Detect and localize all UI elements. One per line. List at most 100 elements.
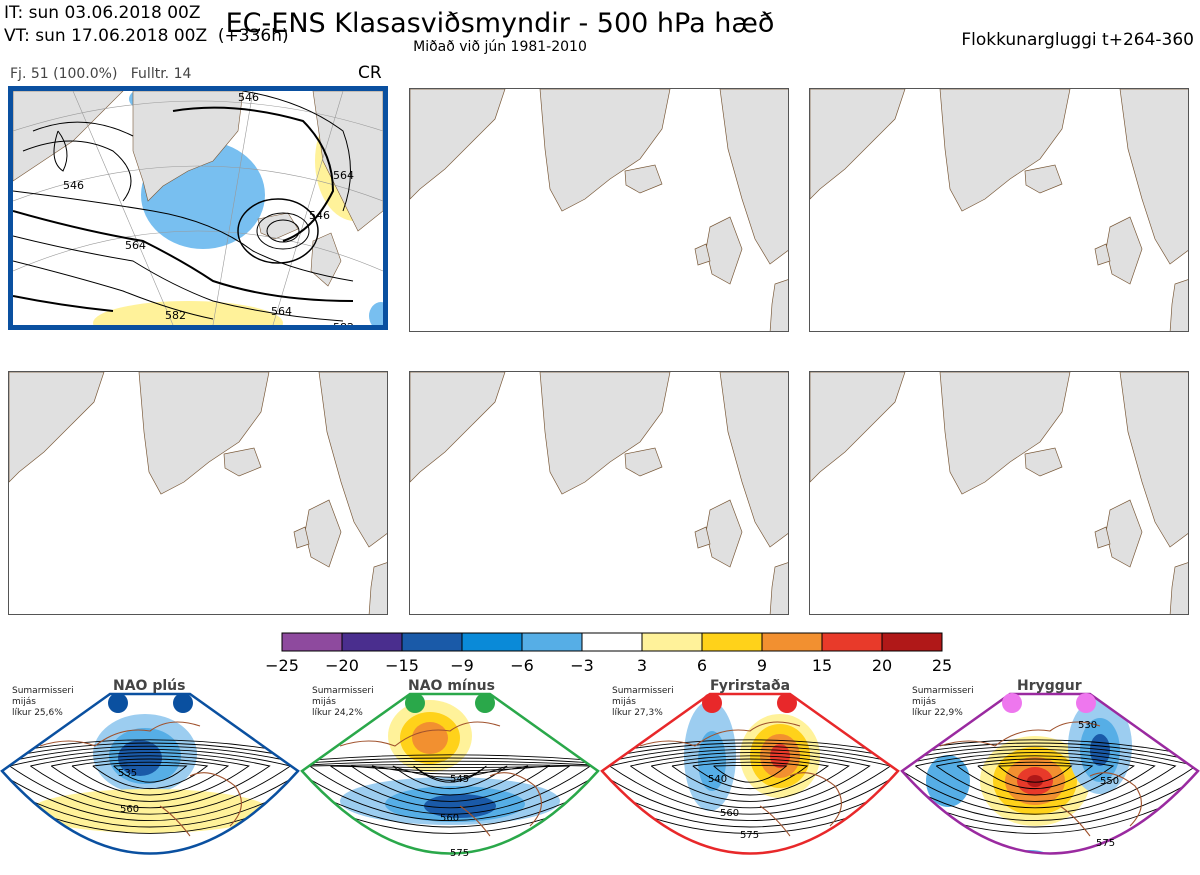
regime-info-line: Sumarmisseri <box>12 686 74 696</box>
height-contour <box>602 745 898 822</box>
height-contour <box>30 752 271 809</box>
regime-info-line: líkur 22,9% <box>912 708 963 718</box>
colorbar-swatch <box>761 632 823 652</box>
regime-info: Sumarmisseri mijás líkur 24,2% <box>312 686 374 719</box>
window-label: Flokkunargluggi t+264-360 <box>961 30 1194 50</box>
height-contour <box>302 757 598 828</box>
regime-dot <box>702 693 722 713</box>
regime-blocking: 540 560 575 Sumarmisseri mijás líkur 27,3% Fyr… <box>600 676 900 871</box>
regime-info: Sumarmisseri mijás líkur 25,6% <box>12 686 74 719</box>
land-mass <box>1119 89 1188 265</box>
height-contour <box>915 752 1156 809</box>
height-contour <box>330 765 572 809</box>
colorbar <box>281 632 943 652</box>
regime-code: CR <box>358 63 382 83</box>
colorbar-tick-label: 9 <box>756 656 768 675</box>
land-mass <box>1094 526 1111 549</box>
regime-info-line: Sumarmisseri <box>612 686 674 696</box>
height-contour <box>650 755 850 802</box>
coastline <box>939 721 1142 837</box>
regime-info-line: Sumarmisseri <box>312 686 374 696</box>
colorbar-tick-label: 3 <box>636 656 648 675</box>
land-mass <box>705 499 743 568</box>
contour-label: 575 <box>450 848 469 859</box>
regime-outline <box>900 692 1200 855</box>
map-panel-5[interactable] <box>409 371 789 615</box>
height-contour <box>998 764 1073 783</box>
map-panel-2[interactable] <box>409 88 789 332</box>
contour-label-5: 564 <box>125 239 146 252</box>
regime-dot <box>475 693 495 713</box>
contour-label-8: 582 <box>333 321 354 325</box>
height-contour <box>50 755 250 802</box>
height-contour <box>671 758 830 796</box>
colorbar-tick-label: −6 <box>510 656 534 675</box>
land-greenland <box>132 91 244 202</box>
contour-label: 560 <box>440 813 459 824</box>
land-mass <box>1024 164 1063 194</box>
valid-time: VT: sun 17.06.2018 00Z (+336h) <box>4 26 289 46</box>
land-mass <box>810 89 906 200</box>
regime-info-line: mijás <box>312 697 336 707</box>
land-mass <box>138 372 270 495</box>
regime-map: 545 560 575 <box>300 692 600 859</box>
regime-nao-plus: 535 560 Sumarmisseri mijás líkur 25,6% NAO pl… <box>0 676 300 871</box>
colorbar-tick-label: 25 <box>931 656 953 675</box>
height-contour <box>2 739 298 834</box>
colorbar-tick-label: 20 <box>871 656 893 675</box>
coastline <box>339 721 542 837</box>
contour-label-2: 546 <box>238 91 259 104</box>
colorbar-tick-label: 15 <box>811 656 833 675</box>
map-panel-4[interactable] <box>8 371 388 615</box>
height-contour <box>630 752 871 809</box>
contour-label: 530 <box>1078 720 1097 731</box>
contour-label: 545 <box>450 774 469 785</box>
regime-info: Sumarmisseri mijás líkur 22,9% <box>912 686 974 719</box>
land-mass <box>939 89 1071 212</box>
regime-info-line: Sumarmisseri <box>912 686 974 696</box>
land-mass <box>1169 562 1188 614</box>
colorbar-tick-label: −25 <box>265 656 299 675</box>
contour-label-1: 546 <box>63 179 84 192</box>
land-mass <box>293 526 310 549</box>
colorbar-tick-label: 6 <box>696 656 708 675</box>
map-panel-3[interactable] <box>809 88 1189 332</box>
header-left: IT: sun 03.06.2018 00Z VT: sun 17.06.201… <box>4 2 289 48</box>
land-mass <box>624 447 663 477</box>
height-contour <box>902 742 1198 828</box>
land-mass <box>318 372 387 548</box>
colorbar-tick-label: −20 <box>325 656 359 675</box>
land-mass <box>410 89 506 200</box>
regime-dot <box>1076 693 1096 713</box>
regime-info-line: mijás <box>612 697 636 707</box>
land-mass <box>624 164 663 194</box>
regime-title: NAO mínus <box>408 678 495 694</box>
land-mass <box>939 372 1071 495</box>
land-mass <box>705 216 743 285</box>
map-panel-6-svg <box>810 372 1188 614</box>
graticule <box>13 91 383 325</box>
map-panel-1[interactable]: 546 546 564 546 564 582 564 582 <box>8 86 388 330</box>
height-contour <box>371 765 529 796</box>
colorbar-tick-label: −3 <box>570 656 594 675</box>
anomaly-negative-se <box>369 302 383 325</box>
contour-label: 560 <box>720 808 739 819</box>
colorbar-swatch <box>281 632 343 652</box>
contour-label-7: 564 <box>271 305 292 318</box>
map-panel-6[interactable] <box>809 371 1189 615</box>
contour-label-3: 564 <box>333 169 354 182</box>
land-scandinavia <box>312 91 383 232</box>
contour-label: 560 <box>120 804 139 815</box>
colorbar-swatch <box>821 632 883 652</box>
page-title: EC-ENS Klasasviðsmyndir - 500 hPa hæð <box>225 8 775 39</box>
map-panel-1-svg: 546 546 564 546 564 582 564 582 <box>13 91 383 325</box>
regime-dot <box>1002 693 1022 713</box>
land-mass <box>719 89 788 265</box>
anomaly-positive <box>412 722 448 754</box>
height-contours <box>13 91 354 322</box>
land-mass <box>719 372 788 548</box>
colorbar-swatch <box>881 632 943 652</box>
land-mass <box>9 372 105 483</box>
regime-outline <box>300 692 600 855</box>
